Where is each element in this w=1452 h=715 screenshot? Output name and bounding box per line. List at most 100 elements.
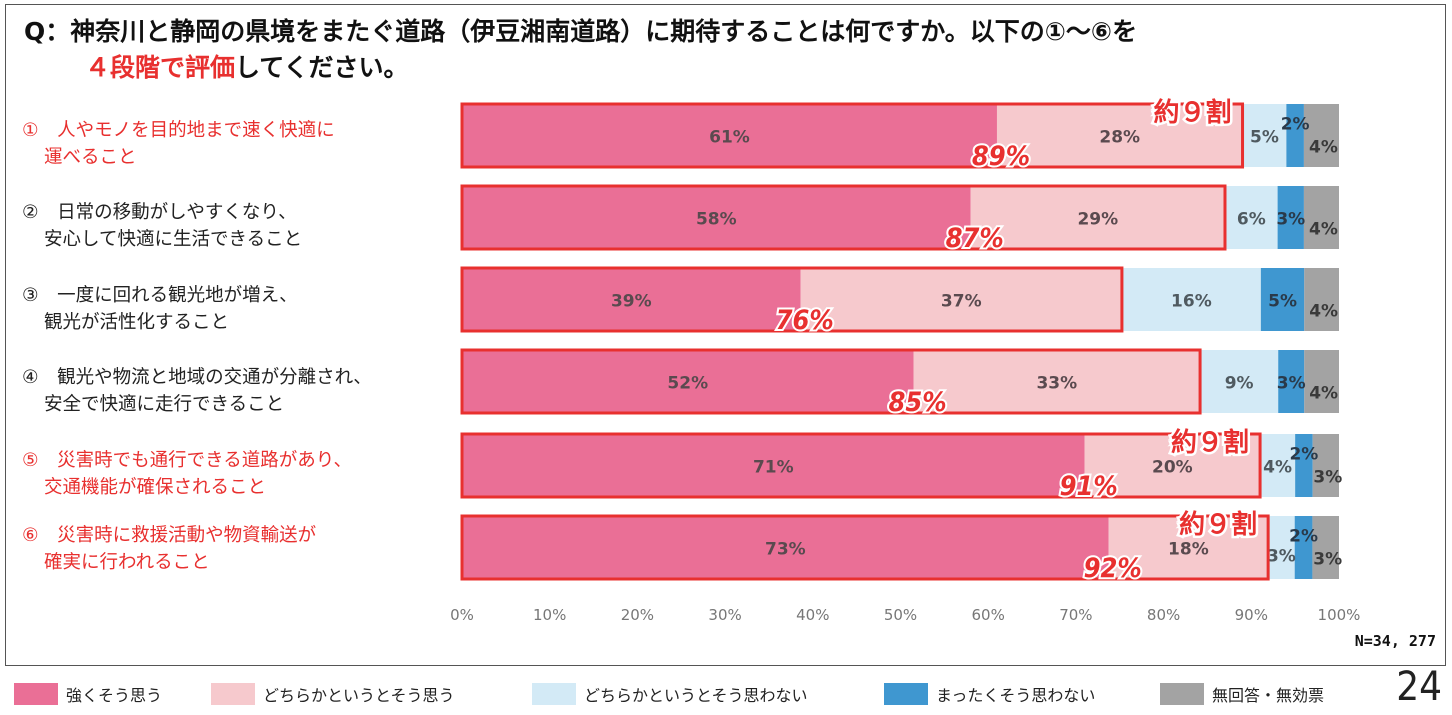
bar-segment <box>970 186 1225 249</box>
legend-label: どちらかというとそう思わない <box>584 686 808 705</box>
bar-segment <box>1268 516 1295 579</box>
segment-label: 73% <box>765 540 806 560</box>
question-title: Q：神奈川と静岡の県境をまたぐ道路（伊豆湘南道路）に期待することは何ですか。以下… <box>24 14 1137 86</box>
question-label: ⑤ 災害時でも通行できる道路があり、交通機能が確保されること <box>22 447 352 501</box>
page-number: 24 <box>1396 664 1442 710</box>
segment-label: 4% <box>1309 138 1338 158</box>
x-tick-label: 40% <box>796 606 829 624</box>
callout-label: 約９割 <box>1154 97 1232 128</box>
bar-segment <box>1295 434 1313 497</box>
legend-swatch <box>1160 683 1204 705</box>
question-label: ③ 一度に回れる観光地が増え、 観光が活性化すること <box>22 282 298 336</box>
bar-segment <box>1260 268 1305 331</box>
title-rest: してください。 <box>235 53 409 82</box>
segment-label: 2% <box>1281 115 1310 135</box>
title-line-2: ４段階で評価してください。 <box>24 50 1137 86</box>
legend-label: どちらかというとそう思う <box>263 686 455 705</box>
bar-segment <box>1303 104 1339 167</box>
segment-label: 37% <box>941 292 982 312</box>
legend-item: どちらかというとそう思わない <box>532 680 808 708</box>
agree-highlight-box <box>460 266 1124 333</box>
segment-label: 33% <box>1036 374 1077 394</box>
segment-label: 61% <box>709 128 750 148</box>
sample-size-label: N=34, 277 <box>1354 632 1436 650</box>
agree-highlight-box <box>460 184 1227 251</box>
agree-total-label: 92% <box>1084 553 1142 584</box>
question-label-line-2: 交通機能が確保されること <box>44 477 267 498</box>
segment-label: 18% <box>1168 540 1209 560</box>
x-tick-label: 30% <box>708 606 741 624</box>
segment-label: 52% <box>667 374 708 394</box>
x-tick-label: 60% <box>972 606 1005 624</box>
bar-segment <box>800 268 1122 331</box>
question-label-line-1: ⑤ 災害時でも通行できる道路があり、 <box>22 450 352 471</box>
bar-segment <box>1260 434 1296 497</box>
segment-label: 3% <box>1267 547 1296 567</box>
title-line-1: Q：神奈川と静岡の県境をまたぐ道路（伊豆湘南道路）に期待することは何ですか。以下… <box>24 17 1138 46</box>
agree-total-label: 76% <box>776 305 834 336</box>
legend-label: まったくそう思わない <box>936 686 1096 705</box>
agree-highlight-box <box>460 514 1270 581</box>
legend-swatch <box>211 683 255 705</box>
question-label: ① 人やモノを目的地まで速く快適に 運べること <box>22 117 335 171</box>
question-label: ⑥ 災害時に救援活動や物資輸送が 確実に行われること <box>22 522 316 576</box>
segment-label: 2% <box>1289 445 1318 465</box>
question-label-line-1: ① 人やモノを目的地まで速く快適に <box>22 120 335 141</box>
segment-label: 5% <box>1268 292 1297 312</box>
segment-label: 29% <box>1077 210 1118 230</box>
question-label-line-1: ⑥ 災害時に救援活動や物資輸送が <box>22 525 317 546</box>
agree-highlight-box <box>460 432 1262 499</box>
callout-label: 約９割 <box>1171 427 1249 458</box>
segment-label: 3% <box>1276 210 1305 230</box>
legend-item: どちらかというとそう思う <box>211 680 455 708</box>
x-tick-label: 50% <box>884 606 917 624</box>
bar-segment <box>1294 516 1313 579</box>
legend-item: 無回答・無効票 <box>1160 680 1324 708</box>
bar-segment <box>1304 350 1339 413</box>
bar-segment <box>913 350 1201 413</box>
legend-swatch <box>14 683 58 705</box>
segment-label: 3% <box>1313 550 1342 570</box>
segment-label: 39% <box>611 292 652 312</box>
segment-label: 58% <box>696 210 737 230</box>
bar-segment <box>1304 268 1339 331</box>
bar-segment <box>1084 434 1261 497</box>
x-tick-label: 100% <box>1318 606 1361 624</box>
segment-label: 20% <box>1152 458 1193 478</box>
bar-segment <box>462 104 997 167</box>
x-tick-label: 80% <box>1147 606 1180 624</box>
question-label-line-1: ④ 観光や物流と地域の交通が分離され、 <box>22 367 372 388</box>
segment-label: 3% <box>1313 468 1342 488</box>
segment-label: 71% <box>753 458 794 478</box>
chart-frame <box>5 4 1446 666</box>
agree-total-label: 91% <box>1060 471 1118 502</box>
bar-segment <box>1108 516 1269 579</box>
segment-label: 5% <box>1250 128 1279 148</box>
x-tick-label: 20% <box>621 606 654 624</box>
question-label: ② 日常の移動がしやすくなり、安心して快適に生活できること <box>22 199 302 253</box>
bar-segment <box>1242 104 1287 167</box>
segment-label: 6% <box>1237 210 1266 230</box>
bar-segment <box>1286 104 1304 167</box>
segment-label: 4% <box>1263 458 1292 478</box>
bar-segment <box>1312 434 1339 497</box>
agree-highlight-box <box>460 348 1202 415</box>
agree-total-label: 85% <box>888 387 946 418</box>
question-label-line-1: ② 日常の移動がしやすくなり、 <box>22 202 297 223</box>
question-label-line-1: ③ 一度に回れる観光地が増え、 <box>22 285 298 306</box>
legend-swatch <box>884 683 928 705</box>
agree-highlight-box <box>460 102 1245 169</box>
bar-segment <box>462 186 971 249</box>
segment-label: 4% <box>1309 384 1338 404</box>
bar-segment <box>1312 516 1339 579</box>
legend-swatch <box>532 683 576 705</box>
legend-label: 無回答・無効票 <box>1212 686 1325 705</box>
question-label-line-2: 安心して快適に生活できること <box>44 229 303 250</box>
bar-segment <box>996 104 1243 167</box>
bar-segment <box>1278 350 1305 413</box>
segment-label: 4% <box>1309 220 1338 240</box>
bar-segment <box>1200 350 1279 413</box>
bar-segment <box>1121 268 1261 331</box>
callout-label: 約９割 <box>1179 509 1257 540</box>
